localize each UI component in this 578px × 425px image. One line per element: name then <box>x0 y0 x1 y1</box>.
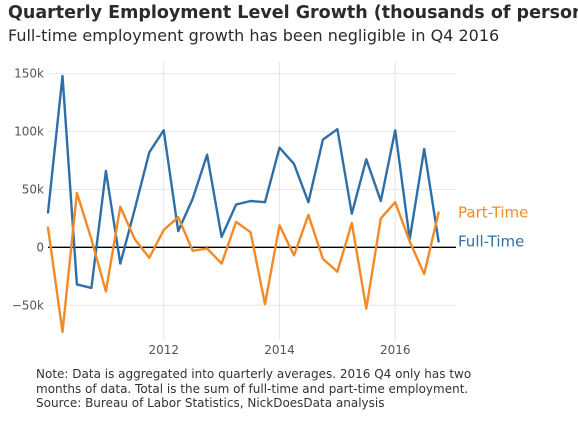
chart-title: Quarterly Employment Level Growth (thous… <box>8 3 578 23</box>
y-tick-label: 100k <box>14 125 44 139</box>
y-tick-label: −50k <box>12 298 44 312</box>
y-tick-label: 0 <box>36 240 44 254</box>
note-line: Note: Data is aggregated into quarterly … <box>36 367 472 381</box>
grid <box>48 62 456 340</box>
x-tick-label: 2012 <box>148 343 179 357</box>
note-line: Source: Bureau of Labor Statistics, Nick… <box>36 396 385 410</box>
note-line: months of data. Total is the sum of full… <box>36 381 469 396</box>
y-tick-label: 50k <box>22 182 44 196</box>
series-line-part-time <box>46 191 440 334</box>
chart-subtitle: Full-time employment growth has been neg… <box>8 26 500 45</box>
y-tick-label: 150k <box>14 67 44 81</box>
series-label-full-time: Full-Time <box>458 233 524 251</box>
x-tick-label: 2016 <box>380 343 411 357</box>
axes: −50k 0 50k 100k 150k 2012 2014 2016 <box>12 67 456 357</box>
series-label-part-time: Part-Time <box>458 204 528 222</box>
series-labels: Full-Time Part-Time <box>458 204 528 251</box>
chart-note: Note: Data is aggregated into quarterly … <box>36 367 496 411</box>
x-tick-label: 2014 <box>264 343 295 357</box>
series-line-full-time <box>46 74 440 290</box>
series <box>46 74 440 334</box>
line-chart: −50k 0 50k 100k 150k 2012 2014 2016 Full-Time Pa… <box>12 62 528 357</box>
